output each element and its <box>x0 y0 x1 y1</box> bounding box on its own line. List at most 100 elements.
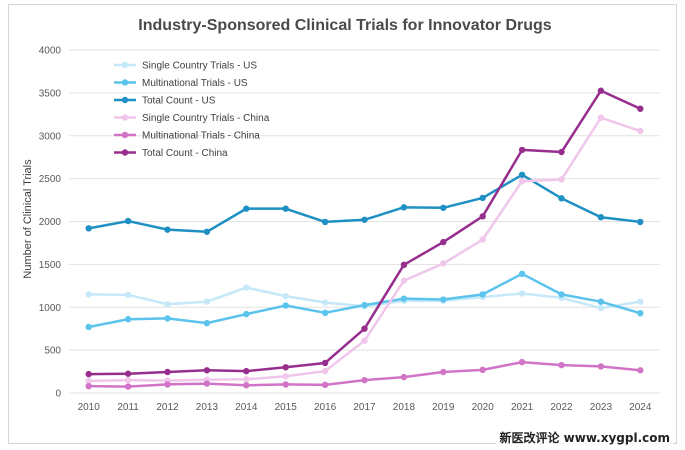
data-point <box>637 127 644 135</box>
data-point <box>282 373 289 380</box>
legend-item: Multinational Trials - US <box>114 78 248 89</box>
data-point <box>321 359 329 367</box>
legend-label: Total Count - US <box>142 96 216 107</box>
data-point <box>164 381 171 388</box>
data-point <box>558 148 565 156</box>
data-point <box>518 171 526 178</box>
series-lines <box>85 87 644 390</box>
data-point <box>321 218 329 226</box>
x-tick-label: 2021 <box>511 402 534 413</box>
data-point <box>558 291 565 298</box>
data-point <box>479 236 486 243</box>
legend-label: Multinational Trials - China <box>142 131 260 142</box>
data-point <box>597 114 605 121</box>
data-point <box>85 370 92 378</box>
data-point <box>164 226 171 233</box>
legend: Single Country Trials - US Multinational … <box>114 61 270 159</box>
x-tick-label: 2018 <box>393 402 416 413</box>
data-point <box>637 310 644 317</box>
data-point <box>440 296 447 303</box>
data-point <box>597 87 605 94</box>
data-point <box>203 319 211 327</box>
legend-swatch-marker <box>121 96 129 104</box>
legend-label: Multinational Trials - US <box>142 78 248 89</box>
series-1 <box>85 270 644 331</box>
data-point <box>361 337 368 344</box>
data-point <box>243 367 250 375</box>
x-tick-label: 2022 <box>550 402 573 413</box>
data-point <box>282 381 289 388</box>
data-point <box>164 368 171 376</box>
chart-title: Industry-Sponsored Clinical Trials for I… <box>138 17 551 34</box>
data-point <box>518 146 526 154</box>
x-tick-label: 2016 <box>314 402 337 413</box>
data-point <box>243 284 250 291</box>
data-point <box>124 376 132 384</box>
data-point <box>597 304 605 312</box>
legend-label: Single Country Trials - US <box>142 61 257 72</box>
data-point <box>85 382 92 390</box>
data-point <box>518 358 526 366</box>
x-tick-label: 2020 <box>472 402 495 413</box>
data-point <box>518 270 526 278</box>
data-point <box>637 218 644 226</box>
data-point <box>124 291 132 299</box>
data-point <box>440 368 447 376</box>
data-point <box>124 383 132 390</box>
data-point <box>243 382 250 389</box>
legend-swatch-marker <box>121 79 129 86</box>
y-tick-label: 2000 <box>39 217 62 228</box>
legend-item: Single Country Trials - China <box>114 113 270 124</box>
x-tick-label: 2013 <box>196 402 219 413</box>
legend-swatch-marker <box>121 61 129 69</box>
legend-label: Total Count - China <box>142 148 228 159</box>
data-point <box>282 292 289 300</box>
legend-item: Multinational Trials - China <box>114 131 260 142</box>
data-point <box>321 381 329 389</box>
data-point <box>400 204 408 211</box>
series-4 <box>85 358 644 390</box>
series-5 <box>85 87 644 378</box>
data-point <box>558 195 565 202</box>
data-point <box>203 380 211 387</box>
x-tick-label: 2023 <box>590 402 613 413</box>
data-point <box>85 291 92 298</box>
data-point <box>85 323 92 331</box>
y-tick-label: 4000 <box>39 46 62 57</box>
data-point <box>203 298 211 305</box>
data-point <box>400 277 408 284</box>
y-axis-title: Number of Clinical Trials <box>22 159 34 279</box>
series-line <box>88 272 641 329</box>
data-point <box>124 217 132 225</box>
data-point <box>597 298 605 305</box>
data-point <box>164 315 171 322</box>
data-point <box>400 261 408 269</box>
y-tick-label: 3500 <box>39 88 62 99</box>
data-point <box>361 376 368 384</box>
data-point <box>282 302 289 309</box>
data-point <box>479 194 486 202</box>
data-point <box>282 364 289 371</box>
legend-label: Single Country Trials - China <box>142 113 270 124</box>
data-point <box>124 370 132 377</box>
legend-swatch-marker <box>121 149 129 156</box>
data-point <box>597 214 605 221</box>
data-point <box>243 205 250 212</box>
data-point <box>243 376 250 383</box>
y-axis-ticks: 0 500 1000 1500 2000 2500 3000 3500 4000 <box>39 46 62 400</box>
data-point <box>361 301 368 309</box>
data-point <box>361 216 368 223</box>
data-point <box>558 176 565 183</box>
y-tick-label: 0 <box>55 389 61 400</box>
data-point <box>479 291 486 298</box>
x-tick-label: 2019 <box>432 402 455 413</box>
y-tick-label: 1000 <box>39 303 62 314</box>
legend-item: Total Count - US <box>114 96 216 107</box>
data-point <box>440 260 447 267</box>
y-tick-label: 2500 <box>39 174 62 185</box>
data-point <box>440 238 447 246</box>
x-tick-label: 2017 <box>353 402 376 413</box>
data-point <box>637 367 644 374</box>
data-point <box>400 295 408 302</box>
x-tick-label: 2024 <box>629 402 652 413</box>
